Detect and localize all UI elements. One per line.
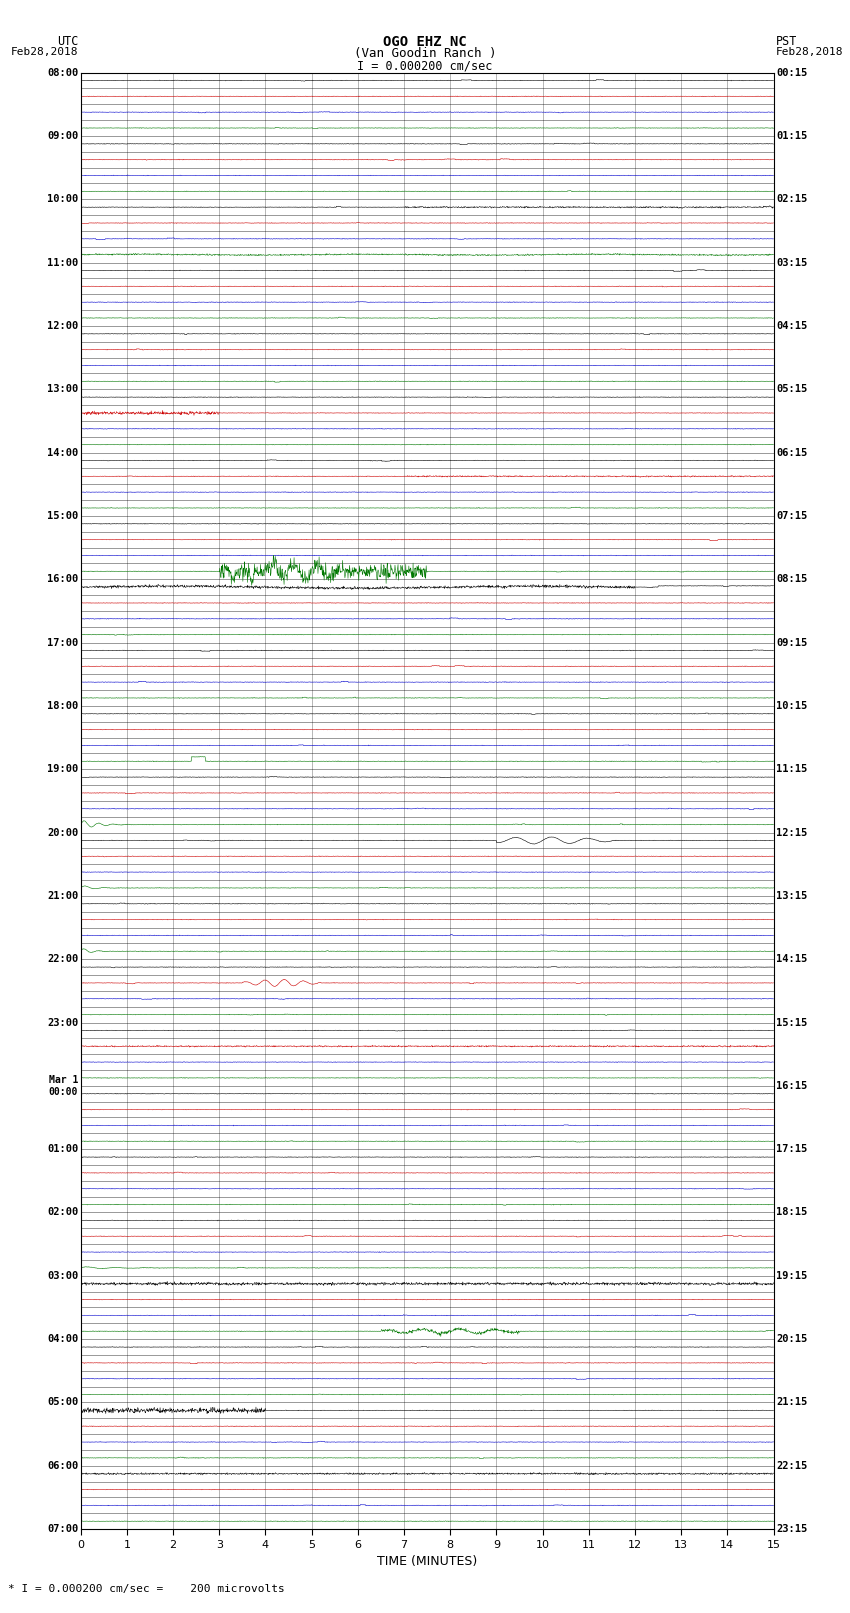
Text: 09:15: 09:15 xyxy=(776,637,808,647)
Text: 15:00: 15:00 xyxy=(47,511,78,521)
Text: 14:15: 14:15 xyxy=(776,955,808,965)
Text: 23:00: 23:00 xyxy=(47,1018,78,1027)
Text: 11:15: 11:15 xyxy=(776,765,808,774)
Text: 08:15: 08:15 xyxy=(776,574,808,584)
Text: 06:00: 06:00 xyxy=(47,1461,78,1471)
Text: 06:15: 06:15 xyxy=(776,447,808,458)
Text: 03:00: 03:00 xyxy=(47,1271,78,1281)
Text: 00:15: 00:15 xyxy=(776,68,808,77)
Text: 07:00: 07:00 xyxy=(47,1524,78,1534)
Text: 22:00: 22:00 xyxy=(47,955,78,965)
Text: (Van Goodin Ranch ): (Van Goodin Ranch ) xyxy=(354,47,496,60)
Text: PST: PST xyxy=(776,35,797,48)
Text: 07:15: 07:15 xyxy=(776,511,808,521)
Text: 17:15: 17:15 xyxy=(776,1144,808,1155)
Text: 05:00: 05:00 xyxy=(47,1397,78,1408)
Text: 16:15: 16:15 xyxy=(776,1081,808,1090)
Text: 20:00: 20:00 xyxy=(47,827,78,837)
Text: * I = 0.000200 cm/sec =    200 microvolts: * I = 0.000200 cm/sec = 200 microvolts xyxy=(8,1584,286,1594)
Text: UTC: UTC xyxy=(57,35,78,48)
Text: 19:15: 19:15 xyxy=(776,1271,808,1281)
Text: 21:15: 21:15 xyxy=(776,1397,808,1408)
Text: 12:15: 12:15 xyxy=(776,827,808,837)
Text: Mar 1
00:00: Mar 1 00:00 xyxy=(48,1074,78,1097)
Text: 21:00: 21:00 xyxy=(47,890,78,900)
Text: 15:15: 15:15 xyxy=(776,1018,808,1027)
Text: 02:15: 02:15 xyxy=(776,194,808,205)
Text: 04:00: 04:00 xyxy=(47,1334,78,1344)
Text: 13:00: 13:00 xyxy=(47,384,78,394)
Text: 01:15: 01:15 xyxy=(776,131,808,140)
Text: 14:00: 14:00 xyxy=(47,447,78,458)
Text: 18:15: 18:15 xyxy=(776,1208,808,1218)
Text: 08:00: 08:00 xyxy=(47,68,78,77)
Text: 02:00: 02:00 xyxy=(47,1208,78,1218)
Text: 16:00: 16:00 xyxy=(47,574,78,584)
Text: OGO EHZ NC: OGO EHZ NC xyxy=(383,35,467,50)
Text: Feb28,2018: Feb28,2018 xyxy=(11,47,78,56)
Text: 09:00: 09:00 xyxy=(47,131,78,140)
X-axis label: TIME (MINUTES): TIME (MINUTES) xyxy=(377,1555,477,1568)
Text: I = 0.000200 cm/sec: I = 0.000200 cm/sec xyxy=(357,60,493,73)
Text: 19:00: 19:00 xyxy=(47,765,78,774)
Text: 23:15: 23:15 xyxy=(776,1524,808,1534)
Text: 20:15: 20:15 xyxy=(776,1334,808,1344)
Text: 17:00: 17:00 xyxy=(47,637,78,647)
Text: 13:15: 13:15 xyxy=(776,890,808,900)
Text: 10:15: 10:15 xyxy=(776,702,808,711)
Text: Feb28,2018: Feb28,2018 xyxy=(776,47,843,56)
Text: 03:15: 03:15 xyxy=(776,258,808,268)
Text: 04:15: 04:15 xyxy=(776,321,808,331)
Text: 05:15: 05:15 xyxy=(776,384,808,394)
Text: 12:00: 12:00 xyxy=(47,321,78,331)
Text: 18:00: 18:00 xyxy=(47,702,78,711)
Text: 22:15: 22:15 xyxy=(776,1461,808,1471)
Text: 01:00: 01:00 xyxy=(47,1144,78,1155)
Text: 10:00: 10:00 xyxy=(47,194,78,205)
Text: 11:00: 11:00 xyxy=(47,258,78,268)
